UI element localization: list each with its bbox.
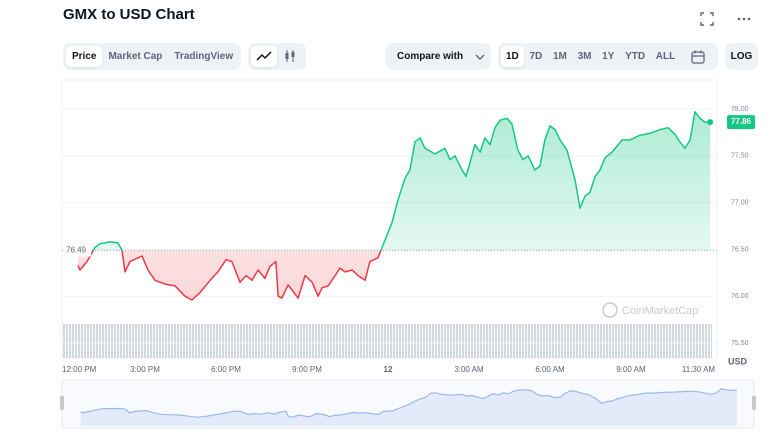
- baseline-label-box: [63, 244, 91, 257]
- volume-strip: [62, 324, 712, 358]
- y-tick-label: 76.50: [731, 246, 749, 253]
- view-tab[interactable]: TradingView: [174, 51, 234, 62]
- watermark: CoinMarketCap: [622, 305, 698, 317]
- x-tick-label: 3:00 PM: [130, 365, 160, 374]
- y-tick-label: 75.50: [731, 340, 749, 347]
- log-label: LOG: [730, 51, 753, 62]
- range-tab[interactable]: 3M: [577, 51, 592, 62]
- range-tabs: 1D 7D 1M 3M 1Y YTD ALL: [498, 43, 718, 70]
- compare-dropdown[interactable]: Compare with: [386, 43, 491, 70]
- x-tick-label: 6:00 PM: [211, 365, 241, 374]
- range-tab[interactable]: 1D: [501, 46, 524, 67]
- navigator-line: [80, 388, 737, 418]
- range-tab[interactable]: 1Y: [602, 51, 615, 62]
- more-icon[interactable]: [736, 15, 752, 23]
- current-price-label: 77.86: [731, 117, 752, 126]
- page-title: GMX to USD Chart: [63, 6, 195, 23]
- area-up: [93, 111, 711, 251]
- line-chart-button[interactable]: [251, 46, 277, 67]
- current-price-dot: [707, 119, 714, 126]
- compare-label: Compare with: [397, 51, 464, 62]
- calendar-button[interactable]: [681, 50, 715, 64]
- range-tab[interactable]: 7D: [529, 51, 543, 62]
- y-unit: USD: [728, 356, 748, 366]
- x-tick-label: 9:00 AM: [616, 365, 646, 374]
- current-price-box: [727, 115, 755, 130]
- range-tab[interactable]: ALL: [655, 51, 676, 62]
- area-down: [78, 250, 711, 300]
- candle-chart-button[interactable]: [277, 46, 303, 67]
- x-tick-label: 12: [384, 365, 393, 374]
- chart-type-tabs: [248, 43, 306, 70]
- y-tick-label: 76.00: [731, 293, 749, 300]
- range-tab[interactable]: YTD: [625, 51, 646, 62]
- y-tick-label: 77.50: [731, 153, 749, 160]
- x-tick-label: 3:00 AM: [454, 365, 484, 374]
- x-tick-label: 12:00 PM: [62, 365, 97, 374]
- view-tab[interactable]: Price: [66, 46, 103, 67]
- x-tick-label: 6:00 AM: [535, 365, 565, 374]
- y-tick-label: 78.00: [731, 106, 749, 113]
- log-toggle[interactable]: LOG: [725, 43, 758, 70]
- navigator-area: [80, 388, 738, 426]
- navigator-handle[interactable]: [60, 396, 64, 410]
- baseline-label: 76.49: [66, 245, 87, 254]
- x-tick-label: 9:00 PM: [292, 365, 322, 374]
- y-tick-label: 77.00: [731, 199, 749, 206]
- watermark-logo: [602, 302, 618, 318]
- navigator-handle[interactable]: [752, 396, 756, 410]
- fullscreen-icon[interactable]: [700, 12, 714, 26]
- x-tick-label: 11:30 AM: [682, 365, 716, 374]
- view-tab[interactable]: Market Cap: [108, 51, 163, 62]
- view-tabs: Price Market Cap TradingView: [63, 43, 241, 70]
- range-tab[interactable]: 1M: [552, 51, 567, 62]
- price-line: [77, 111, 711, 301]
